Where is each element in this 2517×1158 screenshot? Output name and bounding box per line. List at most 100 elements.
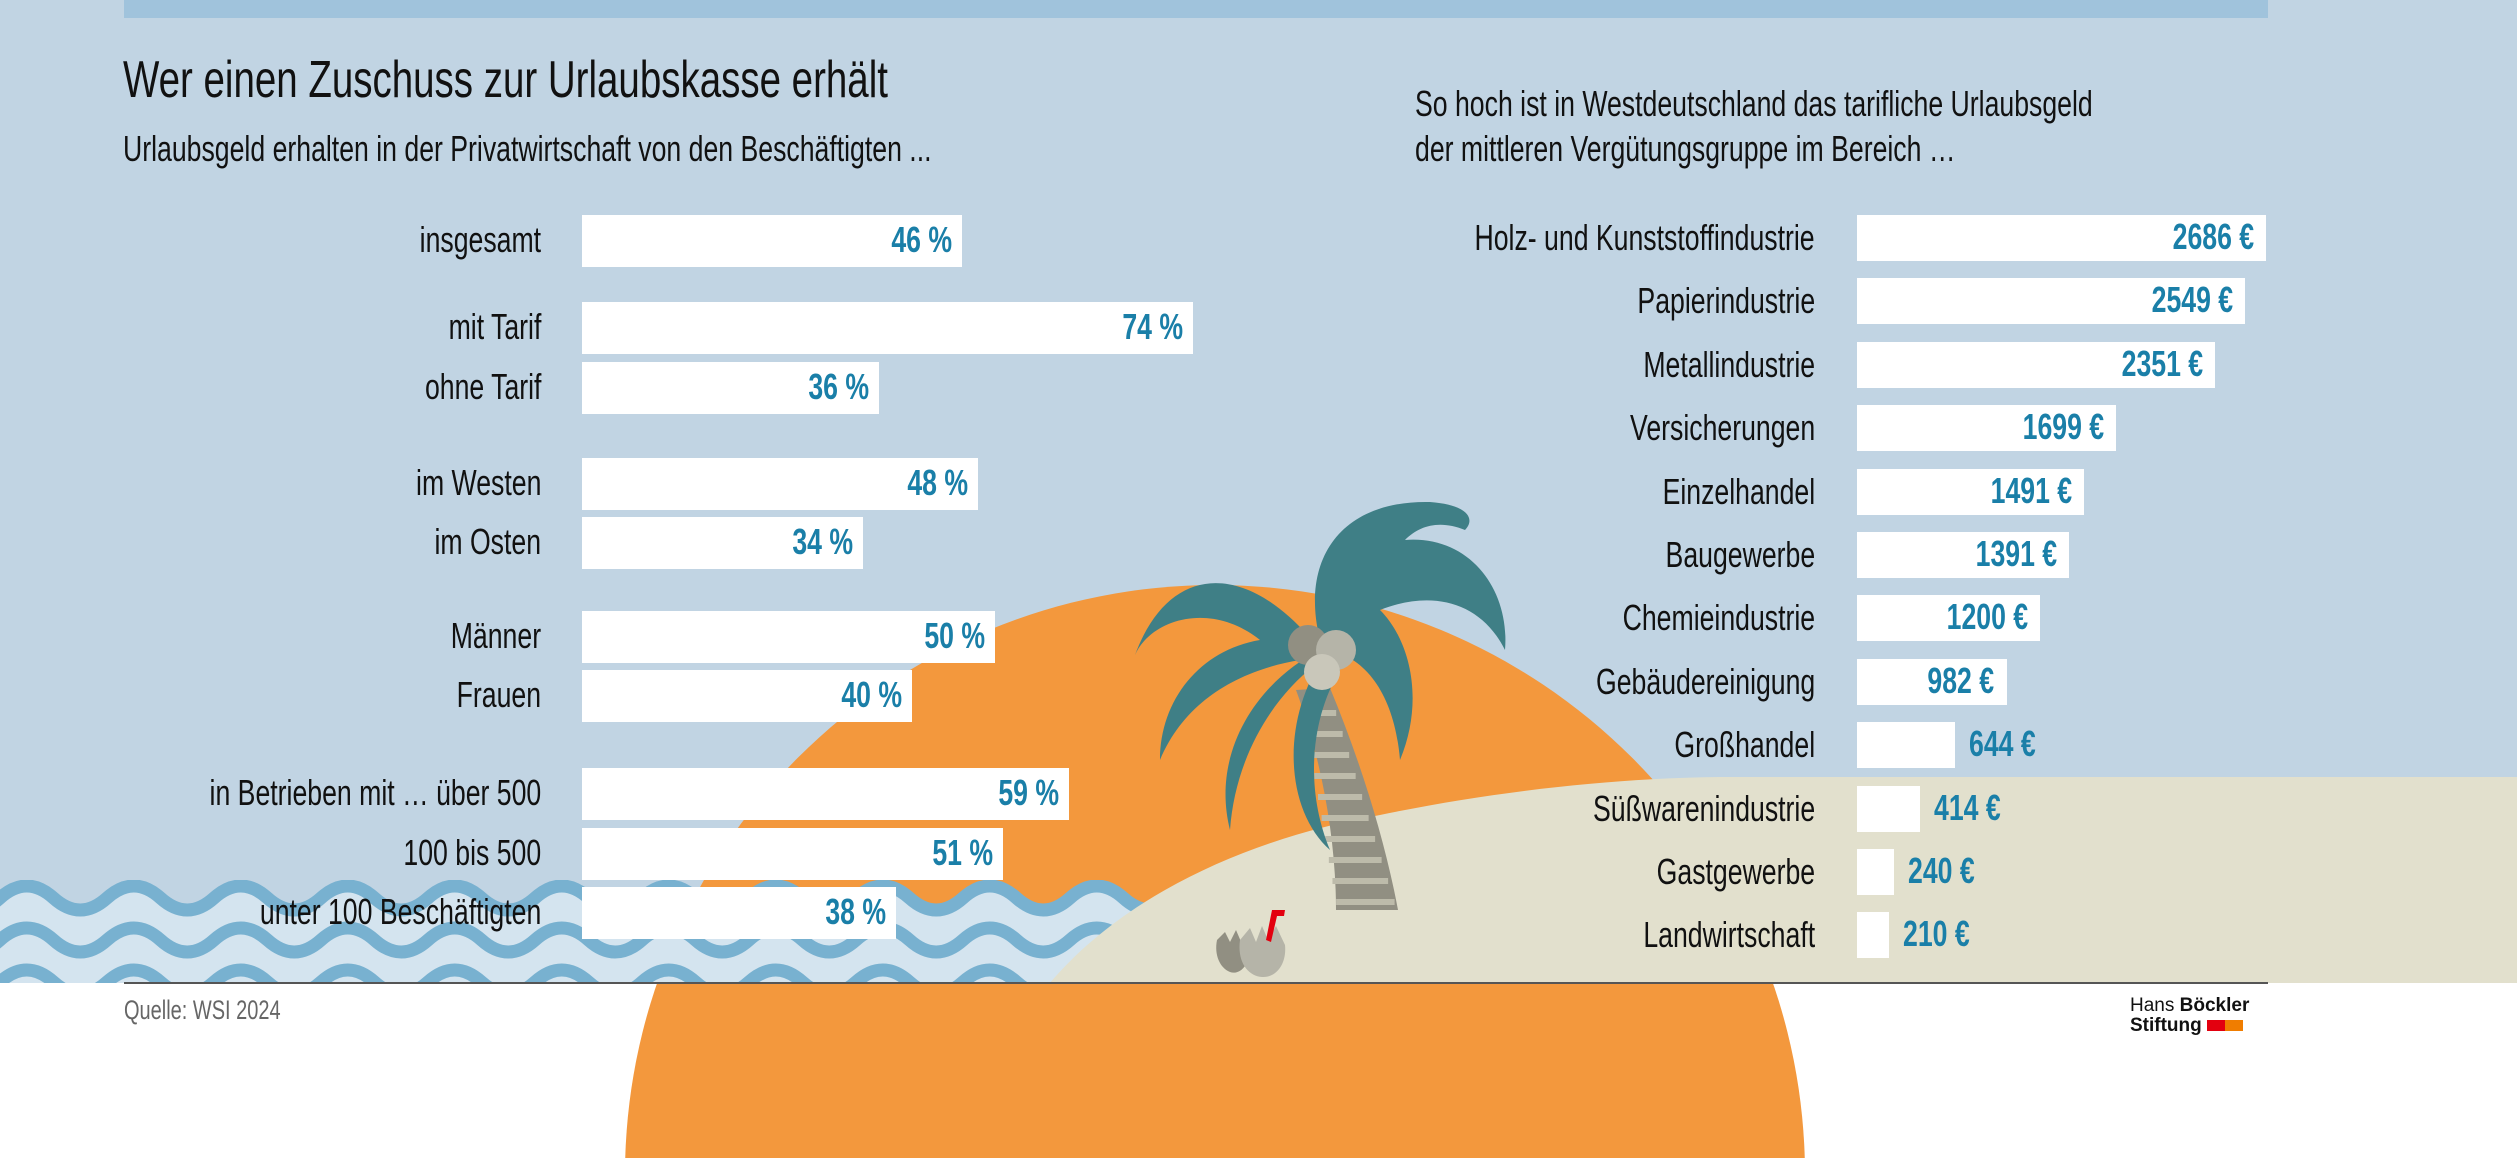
bar-label-text: im Osten: [434, 521, 541, 562]
bar-label: unter 100 Beschäftigten: [161, 891, 541, 933]
bar-label-text: unter 100 Beschäftigten: [259, 891, 541, 932]
bar-value-label: 51 %: [911, 832, 994, 874]
bar-value-text: 414 €: [1934, 786, 2001, 828]
trunk-stripe: [1336, 899, 1395, 905]
bar: [582, 458, 979, 510]
bar-label-text: Gastgewerbe: [1656, 851, 1815, 892]
bar: [582, 215, 962, 267]
right-chart-subtitle-line1: So hoch ist in Westdeutschland das tarif…: [1415, 83, 2093, 124]
bar-label: Gebäudereinigung: [1519, 661, 1815, 703]
bar-label-text: in Betrieben mit … über 500: [209, 772, 541, 813]
bar: [1857, 912, 1889, 959]
bar-value-text: 50 %: [924, 615, 985, 656]
bar-value-text: 40 %: [841, 674, 903, 715]
logo-text-stiftung: Stiftung: [2130, 1015, 2202, 1036]
bar: [582, 362, 880, 414]
bar-value-text: 644 €: [1969, 723, 2036, 765]
bar-label: ohne Tarif: [384, 366, 541, 408]
trunk-stripe: [1317, 794, 1363, 800]
logo-red-square: [2207, 1020, 2226, 1032]
wave-line: [0, 921, 1180, 959]
palm-tree-illustration: [1135, 501, 1506, 910]
bar-value-text: 74 %: [1122, 306, 1184, 347]
bar-label: Holz- und Kunststoffindustrie: [1355, 217, 1815, 259]
bar-value-label: 1699 €: [1994, 406, 2103, 448]
bar-label-text: Versicherungen: [1629, 407, 1815, 449]
bar: [582, 768, 1070, 820]
bar-label-text: Landwirtschaft: [1643, 914, 1815, 956]
bar-value-label: 414 €: [1934, 787, 2024, 829]
bar-value-text: 59 %: [998, 772, 1060, 813]
bar-label-text: Papierindustrie: [1637, 280, 1815, 322]
bar: [582, 670, 913, 722]
bar-label: 100 bis 500: [355, 832, 541, 874]
bar-value-label: 2549 €: [2123, 279, 2233, 321]
logo-text-hans: Hans: [2130, 995, 2175, 1016]
bar-value-text: 48 %: [907, 462, 969, 503]
bar-value-text: 1491 €: [1990, 469, 2073, 511]
bar-value-label: 59 %: [977, 772, 1060, 814]
bar-value-label: 982 €: [1904, 660, 1995, 702]
bar-value-label: 74 %: [1101, 306, 1184, 348]
trunk-stripe: [1307, 731, 1343, 737]
bar: [582, 828, 1004, 880]
chart-title: Wer einen Zuschuss zur Urlaubskasse erhä…: [123, 51, 888, 109]
bar: [1857, 341, 2215, 388]
top-accent-bar: [124, 0, 2268, 18]
bar-value-text: 240 €: [1907, 850, 1975, 891]
bar: [582, 302, 1194, 354]
coconut-drink-icon: [1216, 910, 1286, 978]
bar-label-text: Großhandel: [1674, 724, 1815, 766]
bar-value-text: 36 %: [808, 366, 870, 407]
bar-label-text: im Westen: [415, 462, 541, 503]
source-note: Quelle: WSI 2024: [124, 995, 281, 1025]
bar-label-text: Gebäudereinigung: [1595, 660, 1815, 702]
bar-value-label: 48 %: [886, 462, 969, 504]
bar-label: Einzelhandel: [1609, 471, 1815, 513]
bar-value-label: 38 %: [804, 891, 886, 933]
bar-value-text: 1391 €: [1975, 533, 2057, 574]
bar: [1857, 278, 2246, 325]
bar-label: Großhandel: [1625, 724, 1815, 766]
coconut-cup: [1239, 926, 1286, 978]
trunk-stripe: [1314, 773, 1356, 779]
bar-label-text: Süßwarenindustrie: [1592, 787, 1815, 829]
bar: [1857, 468, 2085, 515]
bar-label: Baugewerbe: [1613, 534, 1815, 576]
bar-value-label: 36 %: [787, 366, 870, 408]
bar-label-text: Holz- und Kunststoffindustrie: [1474, 217, 1815, 258]
bar-value-label: 1491 €: [1962, 470, 2072, 512]
bar-label: Männer: [419, 615, 541, 657]
trunk-stripe: [1328, 857, 1382, 863]
sand-beach: [1050, 777, 2517, 983]
bar-value-text: 1200 €: [1946, 596, 2028, 638]
trunk-stripe: [1325, 836, 1376, 842]
bar-label-text: ohne Tarif: [424, 366, 541, 407]
bar-value-label: 50 %: [903, 615, 985, 657]
bar: [1857, 215, 2266, 261]
bar-label: insgesamt: [377, 219, 541, 261]
bar-value-label: 644 €: [1969, 723, 2059, 765]
bar-value-label: 1200 €: [1918, 596, 2028, 638]
straw-icon: [1266, 910, 1285, 942]
bar-label-text: mit Tarif: [448, 306, 541, 347]
bar-label: im Osten: [397, 521, 541, 563]
bar-label: Süßwarenindustrie: [1515, 788, 1815, 830]
right-chart-subtitle-line2: der mittleren Vergütungsgruppe im Bereic…: [1415, 128, 1956, 169]
bar: [582, 517, 863, 569]
palm-leaf: [1135, 583, 1320, 760]
trunk-stripe: [1332, 878, 1389, 884]
bar: [1857, 722, 1956, 769]
bar-value-text: 51 %: [932, 832, 994, 873]
bar-value-label: 46 %: [870, 219, 952, 261]
bar-value-label: 40 %: [820, 674, 903, 716]
bar-label: im Westen: [372, 462, 541, 504]
bar-value-label: 1391 €: [1947, 533, 2057, 575]
bar: [1857, 405, 2116, 452]
bar-label: Versicherungen: [1565, 407, 1815, 449]
bar-value-text: 2549 €: [2151, 279, 2234, 321]
logo-orange-square: [2225, 1020, 2244, 1032]
bar-label: Frauen: [427, 674, 541, 716]
bar-label-text: Männer: [450, 615, 541, 656]
bar-label-text: Einzelhandel: [1662, 470, 1815, 512]
